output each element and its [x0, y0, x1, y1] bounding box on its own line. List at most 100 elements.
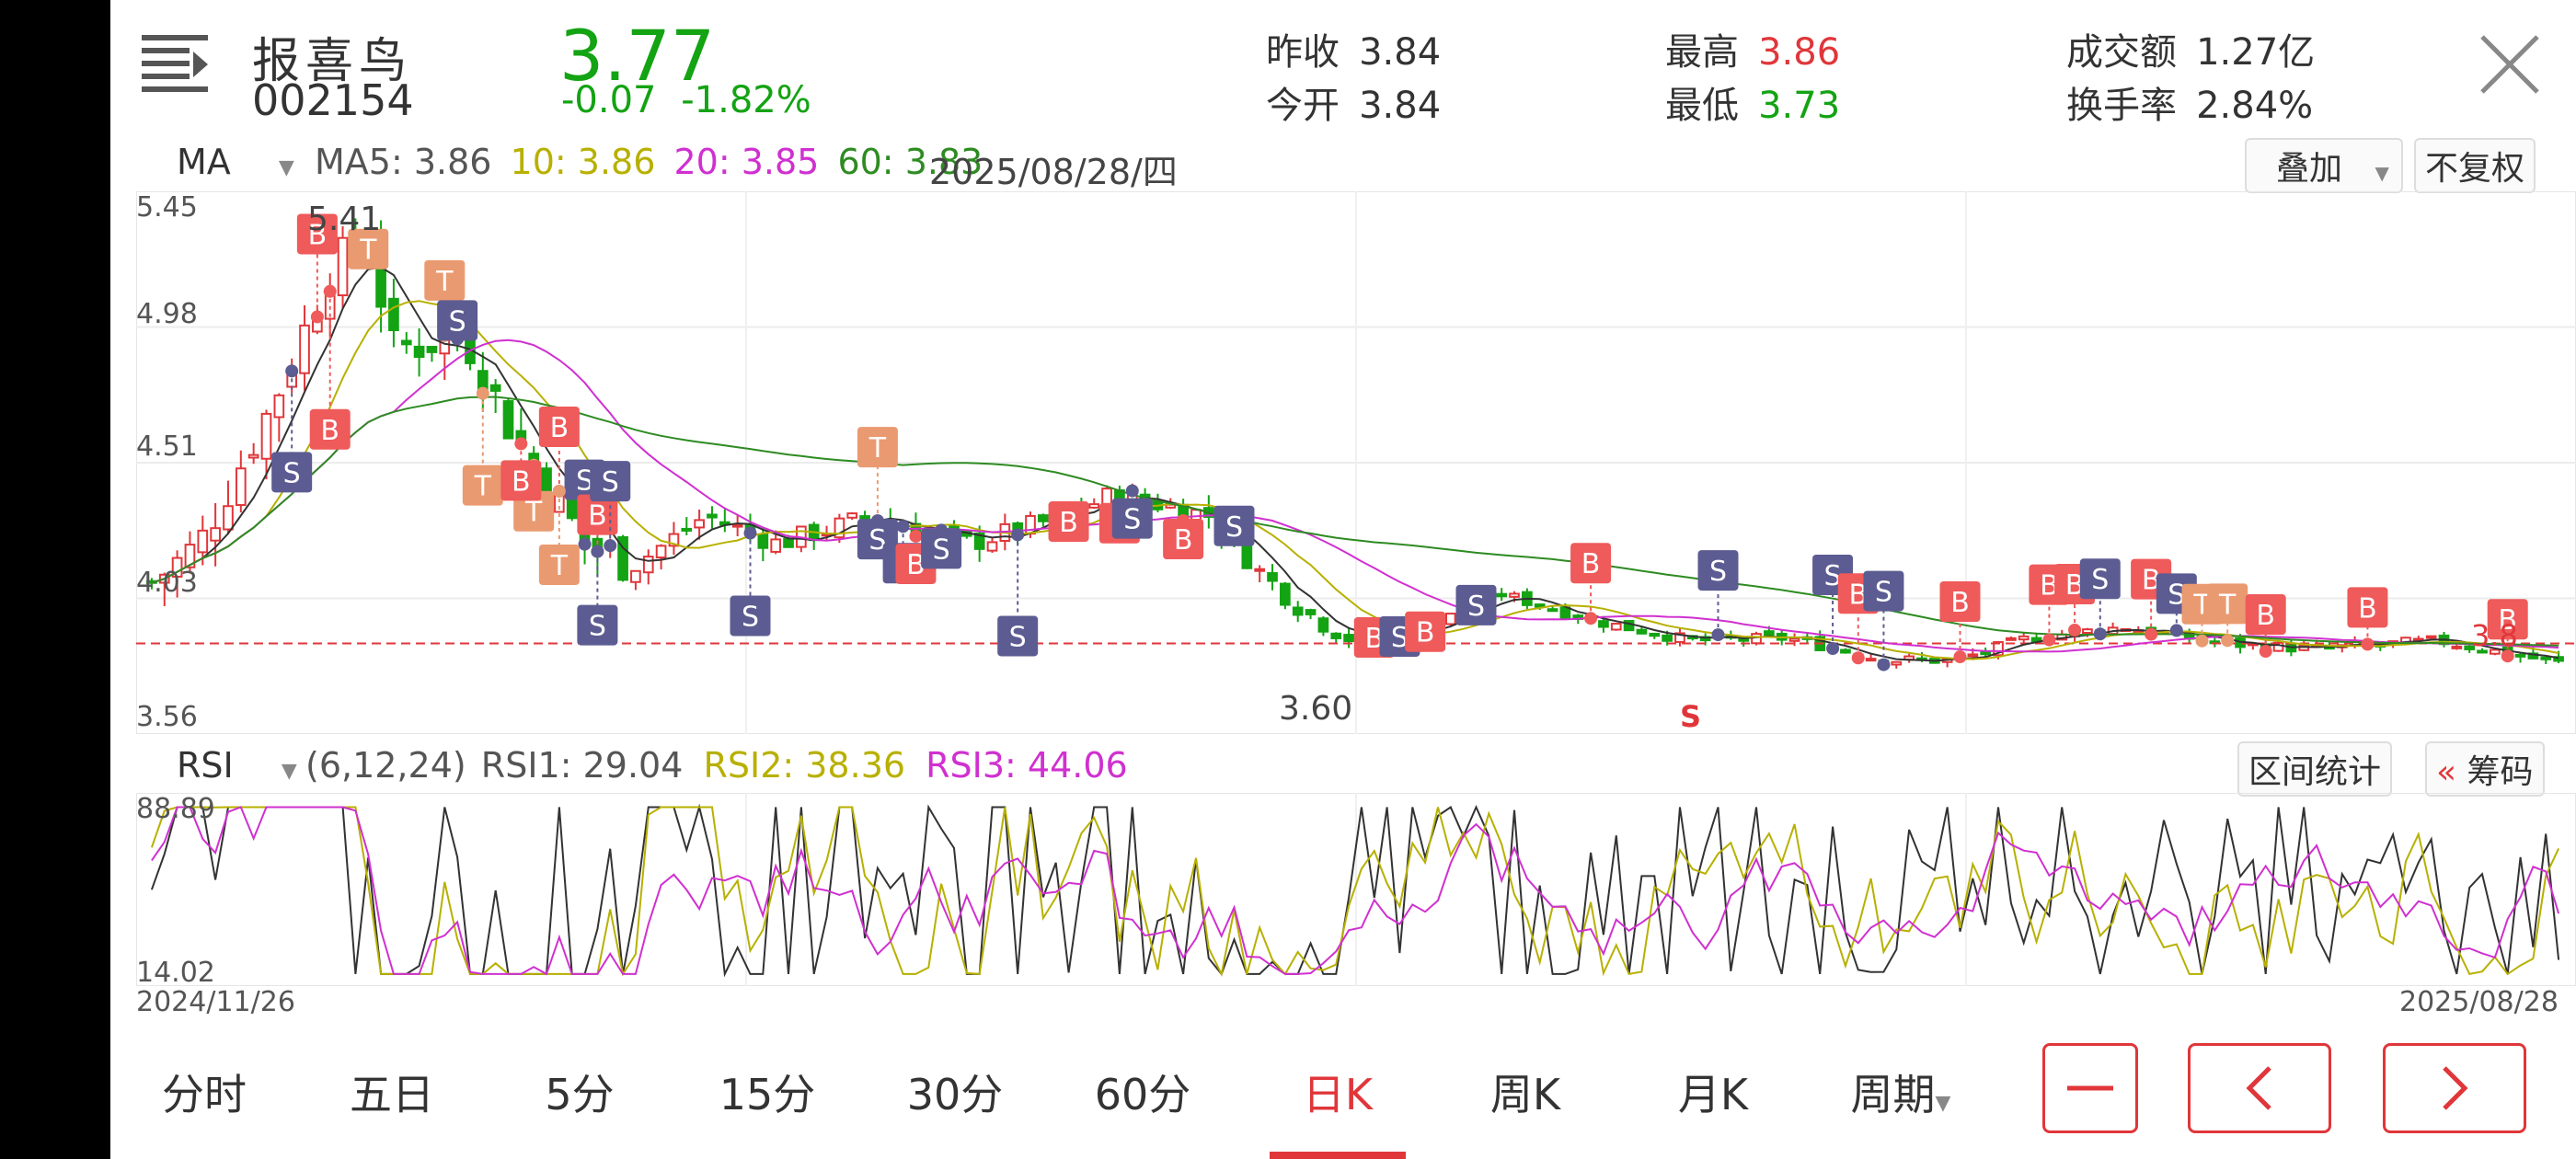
rsi-params: (6,12,24) [305, 745, 466, 786]
signal-letter: B [1059, 507, 1078, 539]
tab-five-day[interactable]: 五日 [350, 1070, 434, 1119]
rsi-chart[interactable] [136, 793, 2576, 986]
candle-body [1764, 630, 1775, 637]
candle-body [642, 556, 654, 574]
candle-body [400, 339, 412, 346]
candle-body [502, 400, 514, 440]
chip-label: 筹码 [2467, 753, 2534, 791]
tab-60min[interactable]: 60分 [1094, 1070, 1191, 1119]
kline-chart[interactable]: BSBTTSTBSBSTBTSSTSSBSSBBSBSBSBSBSSBSBBBS… [136, 191, 2576, 734]
kline-date: 2025/08/28/四 [929, 152, 1178, 192]
signal-badge [730, 595, 771, 637]
candle-body [2018, 635, 2030, 641]
signal-dot [310, 310, 324, 324]
tab-15min[interactable]: 15分 [719, 1070, 816, 1119]
candle-body [1444, 613, 1456, 625]
zoom-out-button[interactable] [2042, 1043, 2138, 1133]
signal-badge [513, 490, 555, 532]
signal-badge [1939, 581, 1981, 623]
low-value: 3.73 [1758, 85, 1841, 127]
start-date-label: 2024/11/26 [136, 986, 295, 1018]
turnover-rate-row: 换手率 2.84% [2066, 75, 2313, 129]
rsi2-value: RSI2: 38.36 [703, 745, 906, 786]
adjust-button[interactable]: 不复权 [2414, 138, 2536, 193]
candle-body [1840, 648, 1851, 654]
range-stats-button[interactable]: 区间统计 [2237, 741, 2393, 797]
candle-body [986, 541, 998, 552]
signal-letter: S [933, 534, 950, 566]
kline-signals: BSBTTSTBSBSTBTSSTSSBSSBBSBSBSBSBSSBSBBBS… [271, 213, 2528, 671]
rsi3-value: RSI3: 44.06 [926, 745, 1128, 786]
signal-badge [997, 615, 1039, 657]
chip-button[interactable]: « 筹码 [2425, 741, 2545, 797]
candle-body [184, 544, 196, 568]
candle-body [235, 467, 247, 507]
turnover-row: 成交额 1.27亿 [2066, 22, 2315, 75]
candle-body [223, 505, 234, 531]
signal-dot [476, 386, 489, 400]
rsi2-line [150, 806, 2560, 977]
candle-body [630, 569, 641, 583]
signal-badge [1163, 518, 1204, 559]
candle-body [1674, 632, 1685, 643]
price-change: -0.07 -1.82% [561, 79, 811, 121]
rsi-bottom-label: 14.02 [136, 957, 215, 989]
signal-dot [1826, 642, 1840, 656]
signal-dot [2093, 627, 2107, 641]
candle-body [1292, 606, 1304, 616]
candle-body [2490, 648, 2501, 655]
rsi3-line [151, 806, 2560, 976]
tab-30min[interactable]: 30分 [906, 1070, 1004, 1119]
signal-letter: S [742, 602, 759, 634]
signal-dot [896, 520, 910, 534]
tab-intraday[interactable]: 分时 [162, 1070, 247, 1119]
candle-body [731, 523, 743, 528]
signal-letter: S [1225, 511, 1243, 544]
signal-letter: B [906, 549, 926, 581]
candle-body [2514, 653, 2526, 658]
ma-selector[interactable]: MA ▼ [177, 142, 294, 182]
signal-badge [1213, 505, 1255, 546]
rsi-grid [136, 793, 2576, 986]
candle-body [413, 345, 425, 359]
rsi-selector[interactable]: RSI ▼ [177, 745, 297, 786]
menu-icon[interactable] [140, 31, 210, 94]
open-label: 今开 [1266, 85, 1340, 127]
candle-body [757, 534, 769, 549]
tab-daily-k[interactable]: 日K [1302, 1070, 1374, 1119]
candle-body [1967, 653, 1979, 658]
tab-weekly-k[interactable]: 周K [1489, 1070, 1561, 1119]
signal-letter: S [2168, 579, 2185, 611]
signal-letter: S [1467, 591, 1485, 623]
candle-body [1496, 592, 1508, 598]
signal-dot [2169, 624, 2183, 637]
prev-button[interactable] [2188, 1043, 2331, 1133]
tab-monthly-k[interactable]: 月K [1677, 1070, 1749, 1119]
candle-body [770, 538, 782, 553]
overlay-dropdown[interactable]: 叠加 ▼ [2245, 138, 2403, 193]
signal-letter: T [474, 471, 492, 503]
signal-letter: B [550, 412, 569, 444]
candle-body [2464, 645, 2476, 650]
tab-period[interactable]: 周期▼ [1827, 1061, 1974, 1122]
stock-app: 报喜鸟 002154 3.77 -0.07 -1.82% 昨收 3.84 今开 … [110, 0, 2576, 1159]
candle-body [2451, 645, 2463, 649]
signal-letter: B [2498, 604, 2517, 637]
kline-min-label: 3.60 [1279, 690, 1353, 728]
signal-badge [500, 460, 542, 501]
signal-badge [1697, 550, 1739, 591]
signal-badge [1048, 501, 1089, 543]
tab-5min[interactable]: 5分 [545, 1070, 615, 1119]
candle-body [2006, 637, 2017, 641]
next-button[interactable] [2383, 1043, 2526, 1133]
close-icon[interactable] [2477, 31, 2543, 98]
signal-letter: S [589, 611, 606, 643]
signal-letter: B [2040, 570, 2059, 602]
signal-letter: B [1848, 579, 1868, 611]
candle-body [426, 346, 438, 353]
turnover-rate-label: 换手率 [2066, 85, 2177, 127]
signal-dot [2361, 637, 2375, 651]
candle-body [273, 394, 285, 419]
candle-body [171, 557, 183, 578]
candle-body [655, 545, 667, 559]
